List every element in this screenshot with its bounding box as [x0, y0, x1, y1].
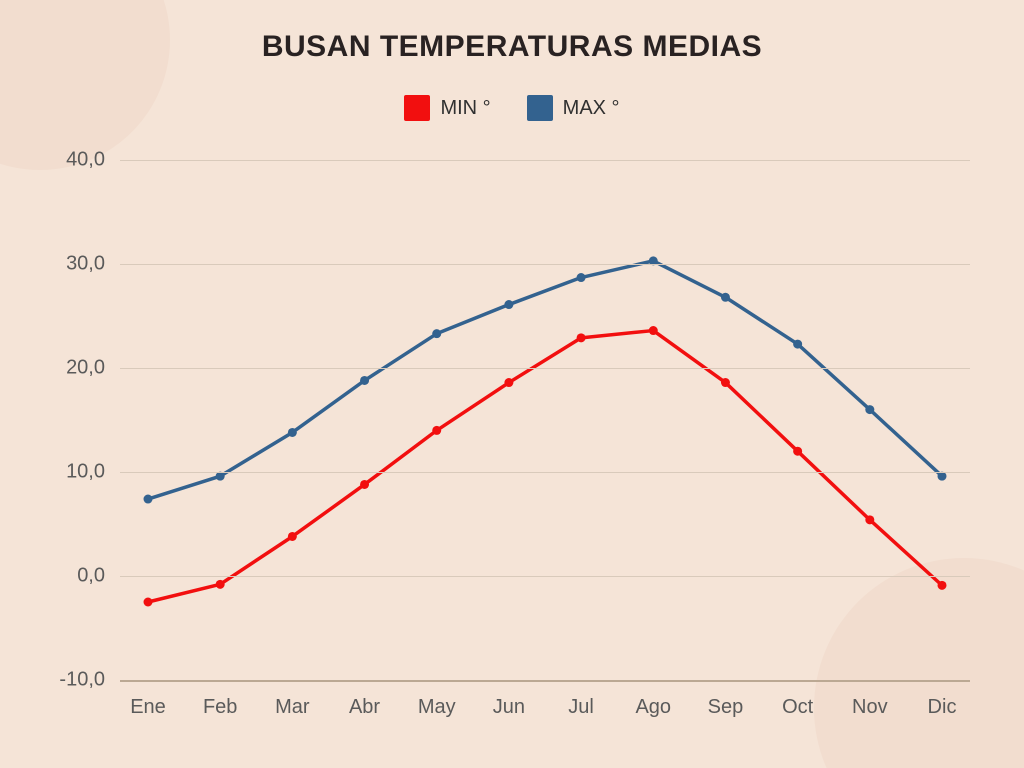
- y-axis-label: 30,0: [45, 253, 105, 276]
- x-axis-label: Mar: [275, 696, 309, 719]
- series-max-point: [577, 273, 586, 282]
- chart-title: BUSAN TEMPERATURAS MEDIAS: [0, 30, 1024, 64]
- x-axis-label: Jul: [568, 696, 594, 719]
- series-min-point: [360, 480, 369, 489]
- legend: MIN ° MAX °: [0, 95, 1024, 121]
- gridline: [120, 576, 970, 577]
- x-axis-label: Ene: [130, 696, 166, 719]
- x-axis-label: Feb: [203, 696, 237, 719]
- x-axis-label: Nov: [852, 696, 888, 719]
- series-max-point: [360, 376, 369, 385]
- series-min-point: [216, 580, 225, 589]
- gridline: [120, 160, 970, 161]
- gridline: [120, 472, 970, 473]
- plot-area: -10,00,010,020,030,040,0EneFebMarAbrMayJ…: [120, 160, 970, 680]
- legend-item-min: MIN °: [404, 95, 490, 121]
- series-min-point: [288, 532, 297, 541]
- series-min-point: [865, 515, 874, 524]
- series-min-point: [144, 598, 153, 607]
- legend-label-max: MAX °: [563, 97, 620, 120]
- x-axis-line: [120, 680, 970, 682]
- y-axis-label: 40,0: [45, 149, 105, 172]
- x-axis-label: Oct: [782, 696, 813, 719]
- legend-swatch-min: [404, 95, 430, 121]
- series-max-point: [432, 329, 441, 338]
- legend-item-max: MAX °: [527, 95, 620, 121]
- series-min-line: [148, 331, 942, 602]
- series-max-point: [721, 293, 730, 302]
- series-max-point: [144, 495, 153, 504]
- x-axis-label: May: [418, 696, 456, 719]
- series-max-line: [148, 261, 942, 499]
- x-axis-label: Ago: [635, 696, 671, 719]
- series-max-point: [938, 472, 947, 481]
- legend-swatch-max: [527, 95, 553, 121]
- x-axis-label: Dic: [928, 696, 957, 719]
- x-axis-label: Abr: [349, 696, 380, 719]
- series-max-point: [216, 472, 225, 481]
- series-min-point: [432, 426, 441, 435]
- series-min-point: [721, 378, 730, 387]
- gridline: [120, 264, 970, 265]
- series-max-point: [288, 428, 297, 437]
- series-min-point: [577, 333, 586, 342]
- series-max-point: [865, 405, 874, 414]
- y-axis-label: 10,0: [45, 461, 105, 484]
- gridline: [120, 368, 970, 369]
- y-axis-label: 0,0: [45, 565, 105, 588]
- line-chart: [120, 160, 970, 680]
- x-axis-label: Sep: [708, 696, 744, 719]
- series-max-point: [504, 300, 513, 309]
- legend-label-min: MIN °: [440, 97, 490, 120]
- y-axis-label: 20,0: [45, 357, 105, 380]
- series-min-point: [504, 378, 513, 387]
- x-axis-label: Jun: [493, 696, 525, 719]
- y-axis-label: -10,0: [45, 669, 105, 692]
- series-min-point: [793, 447, 802, 456]
- series-min-point: [938, 581, 947, 590]
- series-max-point: [793, 340, 802, 349]
- series-min-point: [649, 326, 658, 335]
